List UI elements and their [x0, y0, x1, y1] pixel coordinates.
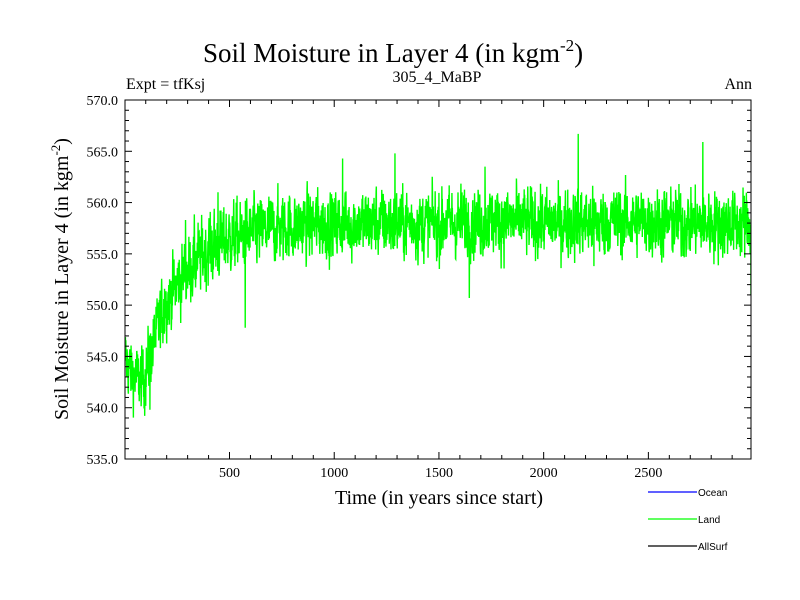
chart-title-close: )	[574, 38, 583, 68]
subtitle-right: Ann	[724, 76, 752, 93]
subtitle-left: Expt = tfKsj	[126, 76, 205, 93]
y-tick-label: 545.0	[87, 350, 119, 365]
chart-title-sup: -2	[560, 36, 574, 55]
y-axis-label-close: )	[51, 138, 73, 145]
y-axis-label-sup: -2	[48, 145, 63, 156]
x-tick-label: 2500	[634, 466, 662, 481]
legend: Ocean Land AllSurf	[648, 488, 728, 553]
legend-label-land: Land	[698, 515, 720, 526]
y-axis-label: Soil Moisture in Layer 4 (in kgm-2)	[48, 138, 73, 420]
chart-title-main: Soil Moisture in Layer 4 (in kgm	[203, 38, 560, 68]
y-tick-label: 550.0	[87, 299, 119, 314]
x-axis-label: Time (in years since start)	[335, 487, 543, 509]
x-tick-label: 2000	[530, 466, 558, 481]
legend-label-allsurf: AllSurf	[698, 542, 728, 553]
y-tick-label: 565.0	[87, 145, 119, 160]
y-tick-label: 535.0	[87, 453, 119, 468]
axis-ticks	[125, 100, 751, 459]
legend-label-ocean: Ocean	[698, 488, 727, 499]
x-tick-label: 1500	[425, 466, 453, 481]
x-tick-label: 500	[219, 466, 240, 481]
y-tick-label: 555.0	[87, 248, 119, 263]
y-axis-label-main: Soil Moisture in Layer 4 (in kgm	[51, 155, 73, 420]
y-tick-label: 570.0	[87, 94, 119, 109]
subtitle-center: 305_4_MaBP	[393, 69, 482, 86]
plot-frame	[124, 99, 752, 460]
y-tick-label: 540.0	[87, 402, 119, 417]
x-tick-labels: 500 1000 1500 2000 2500	[219, 466, 662, 481]
chart-title: Soil Moisture in Layer 4 (in kgm-2)	[203, 36, 583, 68]
y-tick-labels: 535.0 540.0 545.0 550.0 555.0 560.0 565.…	[87, 94, 119, 468]
series-line-land	[125, 133, 751, 418]
x-tick-label: 1000	[320, 466, 348, 481]
y-tick-label: 560.0	[87, 197, 119, 212]
